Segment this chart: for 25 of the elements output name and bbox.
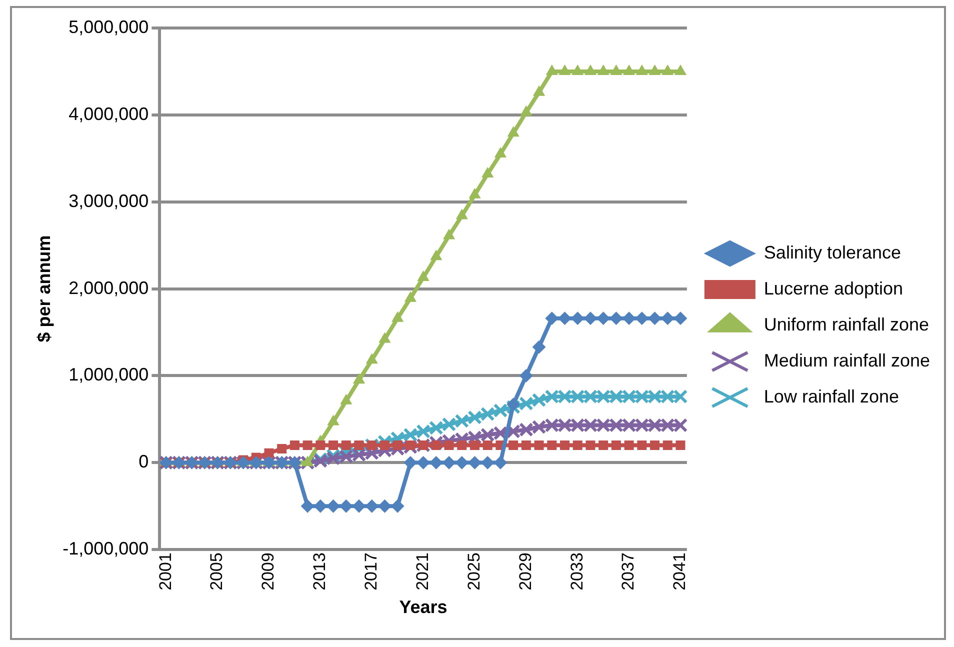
y-tick-label: 2,000,000 [68,278,149,298]
x-tick-label: 2001 [156,552,175,590]
y-tick-label: 4,000,000 [68,104,149,124]
legend-label: Uniform rainfall zone [764,314,929,334]
x-tick-label: 2033 [567,552,586,590]
legend-label: Medium rainfall zone [764,350,930,370]
legend-label: Low rainfall zone [764,386,900,406]
x-tick-label: 2025 [464,552,484,590]
x-axis-title: Years [399,597,448,618]
x-tick-label: 2013 [310,552,330,590]
x-tick-label: 2037 [618,552,638,590]
y-tick-label: 0 [138,452,149,472]
x-tick-label: 2041 [670,552,690,590]
y-axis-title: $ per annum [34,235,54,342]
y-tick-label: 3,000,000 [68,190,149,211]
x-tick-label: 2009 [258,552,278,590]
y-tick-label: -1,000,000 [62,538,149,559]
x-tick-label: 2029 [516,552,535,590]
x-tick-label: 2005 [207,552,226,590]
legend-label: Salinity tolerance [764,242,901,262]
x-tick-label: 2017 [362,552,381,590]
y-tick-label: 1,000,000 [68,364,149,385]
legend-label: Lucerne adoption [764,278,904,298]
x-tick-label: 2021 [412,552,432,590]
y-tick-label: 5,000,000 [68,16,149,37]
